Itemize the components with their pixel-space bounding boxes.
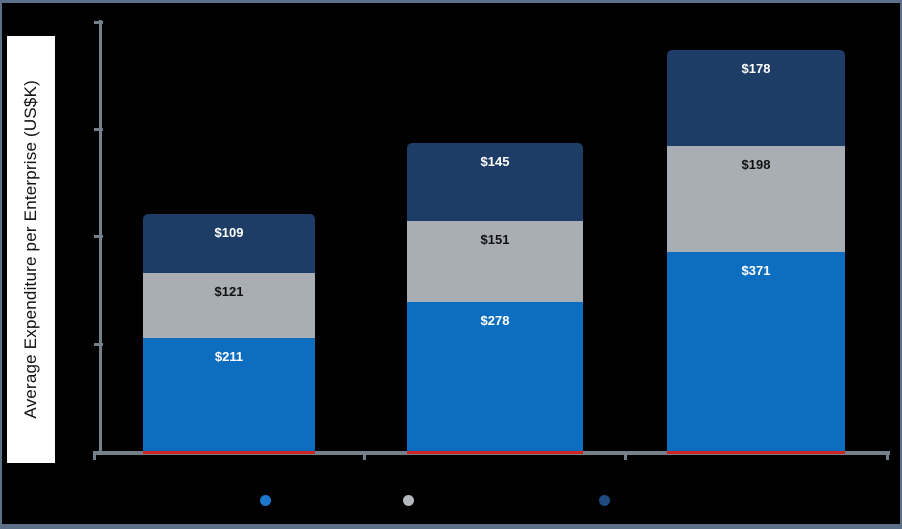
bar-segment-top-segment: $145	[407, 142, 583, 221]
bar-segment-value-label: $178	[741, 61, 771, 76]
bar-segment-value-label: $121	[214, 283, 244, 299]
legend-marker	[403, 495, 414, 506]
x-axis-tick	[93, 451, 96, 460]
bar-baseline-accent	[143, 451, 315, 454]
y-axis-tick	[94, 21, 103, 24]
bar-segment-value-label: $278	[480, 312, 510, 328]
bar-segment-value-label: $198	[741, 156, 771, 172]
stacked-bar: $145 $151 $278	[407, 142, 583, 451]
bar-segment-middle-segment: $121	[143, 272, 315, 338]
bar-segment-value-label: $151	[480, 231, 510, 247]
y-axis-tick	[94, 343, 103, 346]
bar-segment-value-label: $145	[480, 153, 510, 169]
legend-marker	[260, 495, 271, 506]
x-axis-tick	[624, 451, 627, 460]
bar-segment-bottom-segment: $371	[667, 251, 845, 451]
bar-segment-middle-segment: $151	[407, 220, 583, 302]
legend-marker	[599, 495, 610, 506]
x-axis-tick	[886, 451, 889, 460]
bar-segment-top-segment: $178	[667, 50, 845, 146]
x-axis-tick	[363, 451, 366, 460]
y-axis-title: Average Expenditure per Enterprise (US$K…	[21, 80, 40, 419]
stacked-bar: $109 $121 $211	[143, 214, 315, 451]
bar-segment-middle-segment: $198	[667, 145, 845, 252]
stacked-bar: $178 $198 $371	[667, 50, 845, 451]
bar-baseline-accent	[407, 451, 583, 454]
bar-baseline-accent	[667, 451, 845, 454]
bar-segment-value-label: $211	[214, 348, 244, 364]
bar-segment-top-segment: $109	[143, 214, 315, 273]
y-axis-tick	[94, 128, 103, 131]
bar-segment-value-label: $109	[214, 225, 244, 241]
y-axis-title-box: Average Expenditure per Enterprise (US$K…	[7, 36, 55, 463]
bar-segment-bottom-segment: $211	[143, 337, 315, 451]
y-axis-tick	[94, 235, 103, 238]
bar-segment-bottom-segment: $278	[407, 301, 583, 451]
bar-segment-value-label: $371	[741, 262, 771, 278]
